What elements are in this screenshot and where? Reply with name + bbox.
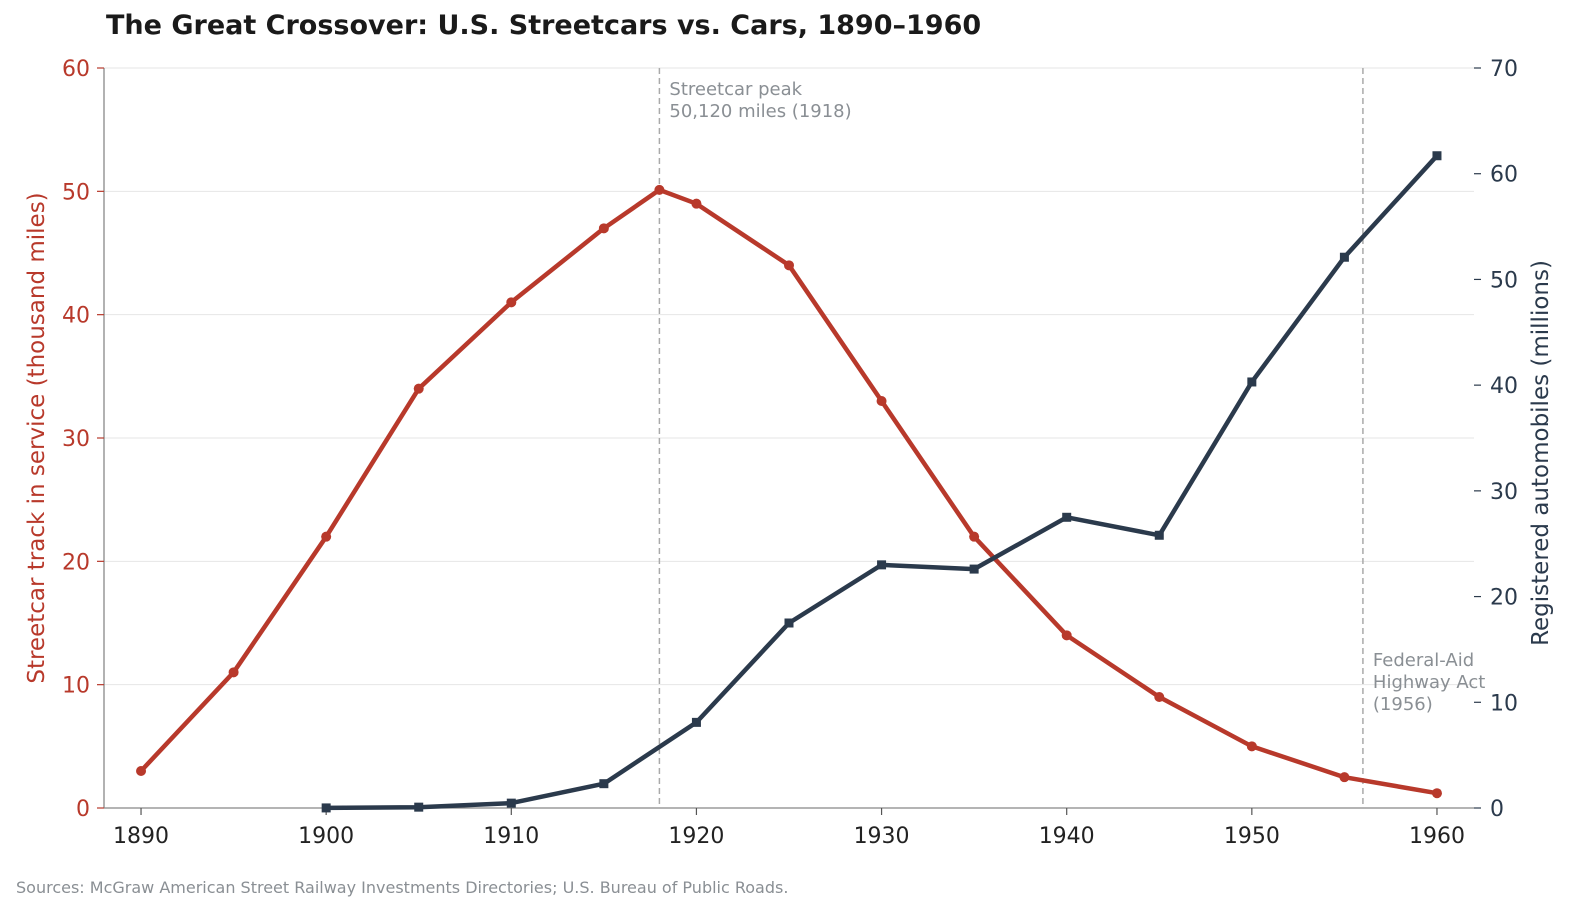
- right-y-tick-label: 10: [1490, 691, 1518, 716]
- right-y-tick-label: 40: [1490, 374, 1518, 399]
- automobile-data-point: [321, 803, 331, 813]
- annotation-text: Highway Act: [1373, 672, 1485, 693]
- series: [136, 151, 1442, 813]
- automobile-data-point: [1339, 252, 1349, 262]
- right-y-tick-label: 20: [1490, 586, 1518, 611]
- streetcar-data-point: [1339, 772, 1350, 783]
- streetcar-data-point: [413, 383, 424, 394]
- right-y-tick-label: 50: [1490, 268, 1518, 293]
- automobile-data-point: [1432, 151, 1442, 161]
- chart-title: The Great Crossover: U.S. Streetcars vs.…: [106, 10, 982, 41]
- streetcar-data-point: [969, 531, 980, 542]
- streetcar-data-point: [228, 667, 239, 678]
- automobile-data-point: [1062, 512, 1072, 522]
- streetcar-data-point: [784, 260, 794, 271]
- automobile-data-point: [1154, 530, 1164, 540]
- x-tick-label: 1950: [1224, 824, 1280, 849]
- source-note: Sources: McGraw American Street Railway …: [16, 878, 789, 897]
- streetcar-data-point: [1431, 788, 1442, 799]
- automobile-data-point: [969, 564, 979, 574]
- automobile-data-point: [877, 560, 887, 570]
- left-y-tick-label: 20: [62, 550, 90, 575]
- streetcar-data-point: [691, 198, 702, 209]
- streetcar-data-point: [136, 766, 147, 776]
- right-y-tick-label: 30: [1490, 480, 1518, 505]
- x-tick-label: 1940: [1039, 824, 1095, 849]
- left-y-tick-label: 50: [62, 180, 90, 205]
- annotation-text: Federal-Aid: [1373, 650, 1474, 671]
- axes: 1890 1900 1910 1920 1930 1940 1950 1960 0 10 20 30 4…: [24, 57, 1554, 849]
- automobile-data-point: [506, 798, 516, 808]
- streetcar-data-point: [1061, 630, 1072, 641]
- streetcar-data-point: [1154, 692, 1165, 702]
- automobile-data-point: [414, 802, 424, 812]
- right-y-tick-label: 60: [1490, 163, 1518, 188]
- streetcar-data-point: [598, 223, 609, 234]
- right-y-tick-label: 0: [1490, 797, 1504, 822]
- right-y-axis-label: Registered automobiles (millions): [1528, 260, 1554, 646]
- x-tick-label: 1900: [298, 824, 354, 849]
- x-tick-label: 1920: [668, 824, 724, 849]
- annotation-text: (1956): [1373, 694, 1433, 715]
- left-y-tick-label: 10: [62, 674, 90, 699]
- left-y-axis-label: Streetcar track in service (thousand mil…: [24, 192, 50, 683]
- left-y-tick-label: 30: [62, 427, 90, 452]
- annotation-text: 50,120 miles (1918): [669, 101, 851, 122]
- gridlines: [104, 67, 1474, 809]
- streetcar-data-point: [1246, 741, 1257, 752]
- streetcar-data-point: [506, 297, 517, 308]
- streetcar-data-point: [654, 184, 665, 195]
- streetcar-series-line: [138, 187, 1440, 796]
- automobile-data-point: [784, 618, 794, 628]
- x-tick-label: 1890: [113, 824, 169, 849]
- x-tick-label: 1960: [1409, 824, 1465, 849]
- x-tick-label: 1910: [483, 824, 539, 849]
- left-y-tick-label: 40: [62, 304, 90, 329]
- automobile-series-line: [323, 153, 1440, 811]
- left-y-tick-label: 0: [76, 797, 90, 822]
- streetcar-data-point: [321, 531, 332, 542]
- automobile-data-point: [1247, 377, 1257, 387]
- left-y-tick-label: 60: [62, 57, 90, 82]
- streetcar-data-point: [876, 396, 887, 406]
- automobile-data-point: [691, 717, 701, 727]
- annotation-text: Streetcar peak: [669, 79, 802, 100]
- automobile-data-point: [599, 779, 609, 789]
- x-tick-label: 1930: [854, 824, 910, 849]
- right-y-tick-label: 70: [1490, 57, 1518, 82]
